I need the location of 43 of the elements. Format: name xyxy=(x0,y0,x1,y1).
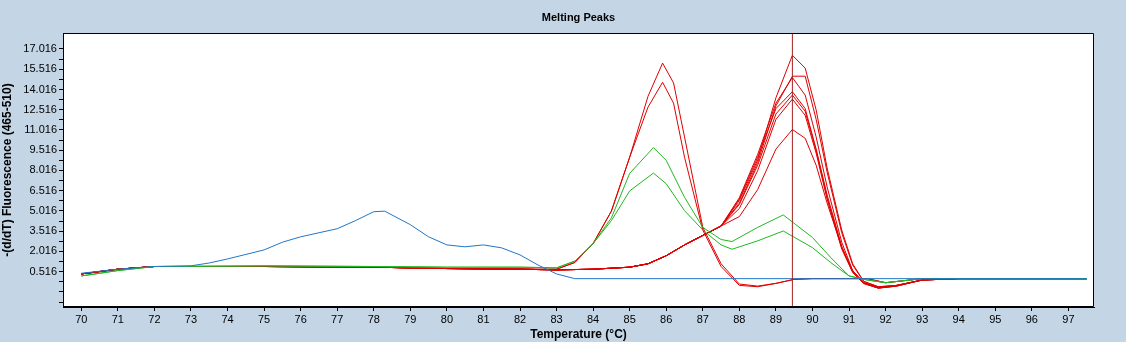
x-tick-label: 78 xyxy=(367,312,380,325)
y-tick-label: 5.016 xyxy=(29,203,57,216)
chart-title: Melting Peaks xyxy=(541,11,616,24)
x-tick-label: 83 xyxy=(550,312,563,325)
x-tick-label: 77 xyxy=(331,312,344,325)
x-tick-label: 93 xyxy=(916,312,929,325)
x-tick-label: 76 xyxy=(294,312,307,325)
x-tick-label: 71 xyxy=(111,312,124,325)
y-tick-label: 15.516 xyxy=(23,62,57,75)
x-tick-label: 92 xyxy=(879,312,892,325)
y-tick-label: 9.516 xyxy=(29,143,57,156)
y-axis-title: -(d/dT) Fluorescence (465-510) xyxy=(0,83,14,257)
y-tick-label: 11.016 xyxy=(24,123,57,135)
x-tick-label: 84 xyxy=(587,312,600,325)
x-tick-label: 79 xyxy=(404,312,417,325)
x-tick-label: 96 xyxy=(1025,312,1038,325)
x-tick-label: 72 xyxy=(148,312,161,325)
y-tick-label: 14.016 xyxy=(23,82,57,95)
y-tick-label: 8.016 xyxy=(29,163,57,176)
y-tick-label: 6.516 xyxy=(29,183,57,196)
y-tick-label: 3.516 xyxy=(29,224,57,237)
x-tick-label: 70 xyxy=(75,312,88,325)
x-tick-label: 94 xyxy=(952,312,965,325)
x-tick-label: 88 xyxy=(733,312,746,325)
x-tick-label: 75 xyxy=(257,312,271,325)
x-tick-label: 81 xyxy=(477,312,490,325)
y-tick-label: 17.016 xyxy=(23,42,57,55)
x-tick-label: 91 xyxy=(842,312,856,325)
x-tick-label: 73 xyxy=(184,312,198,325)
x-tick-label: 89 xyxy=(769,312,783,325)
x-tick-label: 85 xyxy=(623,312,636,325)
x-axis-title: Temperature (°C) xyxy=(530,327,627,342)
x-tick-label: 86 xyxy=(660,312,673,325)
y-tick-label: 2.016 xyxy=(29,244,57,257)
x-tick-label: 82 xyxy=(513,312,527,325)
x-tick-label: 90 xyxy=(806,312,819,325)
x-tick-label: 74 xyxy=(221,312,234,325)
x-tick-label: 87 xyxy=(696,312,709,325)
x-tick-label: 97 xyxy=(1062,312,1075,325)
y-tick-label: 12.516 xyxy=(23,102,57,115)
y-tick-label: 0.516 xyxy=(29,264,57,277)
x-tick-label: 80 xyxy=(440,312,454,325)
x-tick-label: 95 xyxy=(989,312,1002,325)
